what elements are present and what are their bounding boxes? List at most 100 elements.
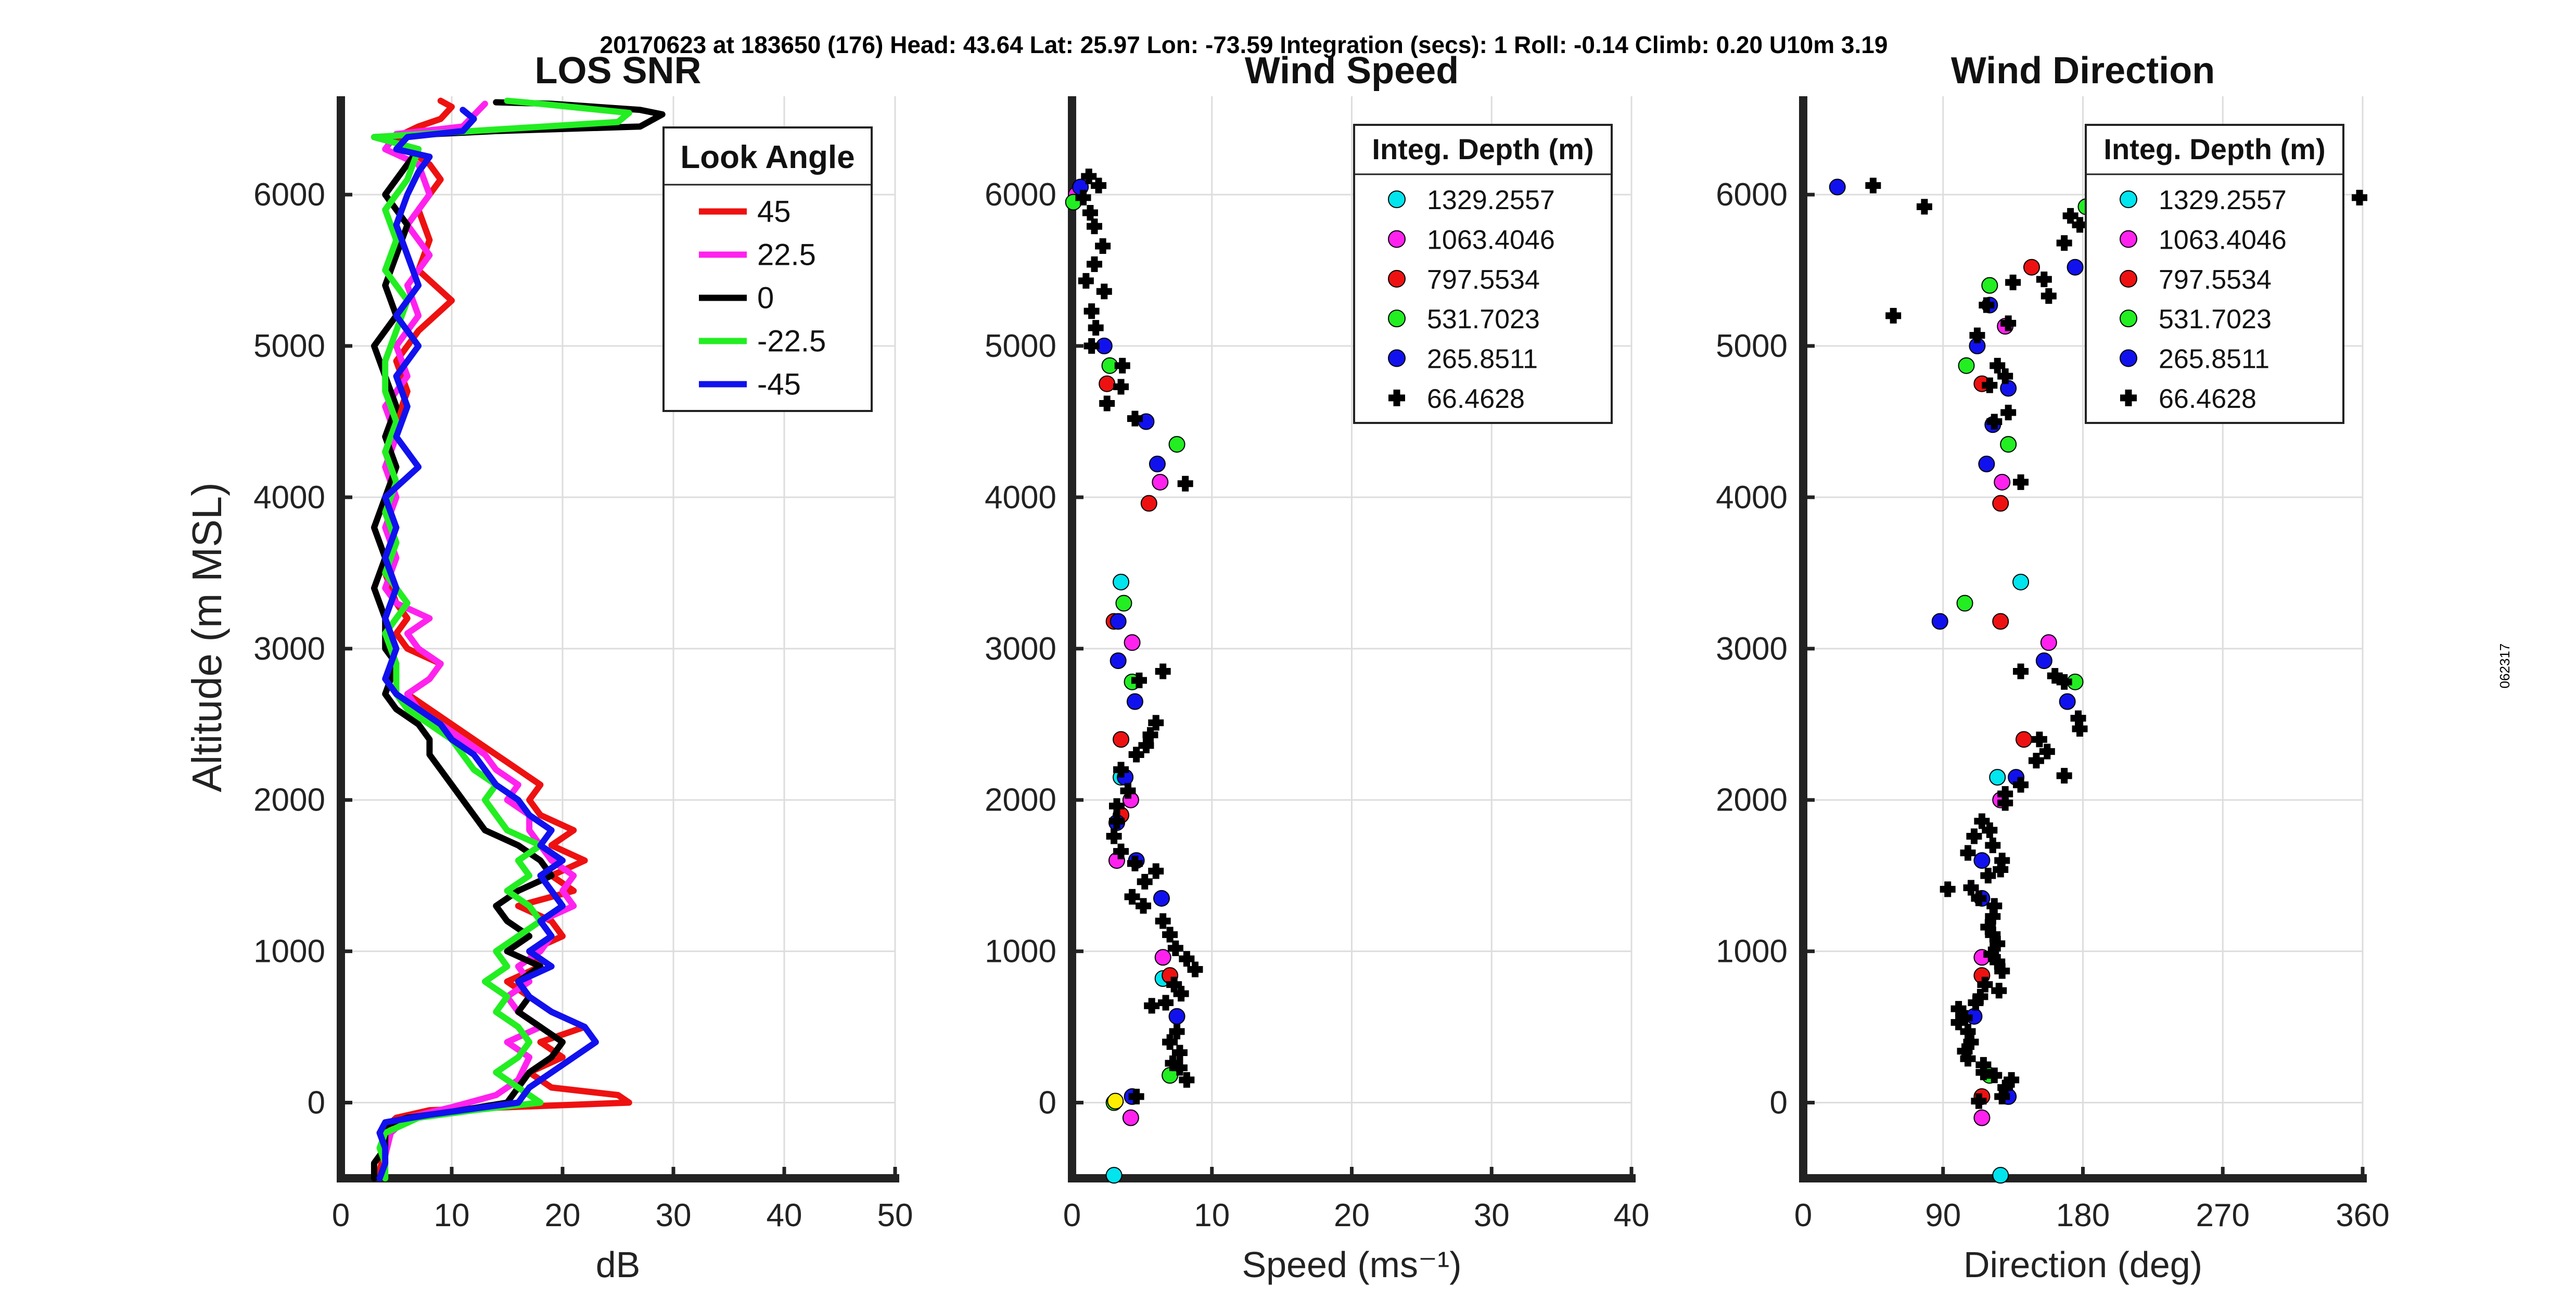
legend-marker: [1388, 349, 1406, 367]
data-point-plus: [1127, 410, 1143, 427]
data-point-plus: [1997, 795, 2013, 811]
data-point-plus: [1109, 798, 1125, 814]
data-point-plus: [1138, 738, 1154, 753]
legend-marker: [1388, 269, 1406, 288]
legend-marker-plus: [1388, 389, 1405, 406]
data-point: [1956, 595, 1973, 612]
x-tick-label: 10: [434, 1198, 470, 1233]
data-point-plus: [2013, 663, 2029, 679]
data-point-plus: [1179, 1072, 1195, 1088]
legend-label: -45: [757, 368, 801, 402]
y-tick-label: 5000: [253, 328, 325, 364]
x-axis-label: Direction (deg): [1963, 1244, 2202, 1285]
data-point: [1168, 436, 1185, 453]
legend-label: 265.8511: [1427, 344, 1538, 375]
series-line-0: [371, 99, 666, 1181]
data-point-plus: [1940, 881, 1956, 897]
data-point-plus: [1960, 1051, 1976, 1067]
y-tick-label: 6000: [1716, 177, 1788, 213]
data-point-plus: [2028, 753, 2044, 769]
panel-wind-direction: 0 90 180 270 360 0 1000 2000 3000 4000 5000 6000 Win…: [1716, 50, 2390, 1285]
data-point-plus: [2013, 474, 2029, 490]
x-tick-label: 20: [1334, 1198, 1370, 1233]
chart-title: LOS SNR: [534, 50, 701, 92]
data-point-plus: [1971, 890, 1987, 906]
legend-marker: [2120, 269, 2137, 288]
legend-label: 531.7023: [2159, 304, 2272, 335]
data-point-plus: [2000, 315, 2017, 331]
data-point-plus: [1144, 998, 1160, 1014]
data-point-plus: [1982, 822, 1998, 838]
data-point-plus: [1088, 320, 1104, 336]
data-point: [1152, 473, 1169, 491]
data-point: [2040, 634, 2057, 651]
data-point-plus: [1083, 338, 1100, 354]
data-point-plus: [1136, 898, 1152, 914]
data-point: [1992, 1167, 2009, 1184]
data-point: [1829, 178, 1846, 196]
y-axis-label: Altitude (m MSL): [184, 482, 230, 792]
panel-wind-speed: 0 10 20 30 40 0 1000 2000 3000 4000 5000 6000 Wind S…: [985, 50, 1649, 1285]
data-point-plus: [1986, 1067, 2003, 1084]
data-point-plus: [1167, 940, 1183, 956]
data-point: [1981, 277, 1998, 294]
data-point-plus: [1113, 379, 1129, 395]
data-point-plus: [1885, 307, 1902, 324]
data-point: [1149, 455, 1166, 472]
data-point-plus: [1179, 951, 1195, 967]
data-point: [2023, 259, 2040, 276]
data-point: [2000, 436, 2017, 453]
legend-title: Integ. Depth (m): [1372, 133, 1593, 165]
legend-label: 1063.4046: [1427, 225, 1555, 255]
data-point-plus: [1162, 1034, 1178, 1050]
data-point-plus: [1865, 177, 1881, 194]
data-point-plus: [1078, 273, 1094, 289]
data-point-plus: [1969, 327, 1985, 343]
data-point-plus: [1099, 395, 1115, 411]
data-point: [2067, 259, 2084, 276]
data-point: [1992, 613, 2009, 630]
data-point-plus: [1177, 475, 1193, 492]
data-point-plus: [2031, 731, 2047, 748]
series-line-45: [376, 97, 632, 1181]
data-point-plus: [1169, 1023, 1185, 1039]
data-point-plus: [1916, 199, 1932, 215]
data-point-plus: [1128, 747, 1144, 763]
x-tick-label: 180: [2056, 1198, 2110, 1233]
data-point-plus: [2041, 288, 2057, 304]
chart-title: Wind Speed: [1245, 50, 1459, 92]
data-point-plus: [1986, 414, 2003, 430]
data-point-plus: [2005, 274, 2021, 290]
series-line--22.5: [371, 97, 632, 1181]
data-point: [1153, 890, 1170, 907]
data-point-plus: [1127, 855, 1143, 871]
data-point: [1110, 652, 1127, 670]
data-point-plus: [1081, 169, 1097, 185]
data-point-plus: [1148, 715, 1164, 731]
legend-label: 797.5534: [2159, 265, 2272, 295]
data-point-plus: [1187, 961, 1203, 977]
data-point-plus: [1990, 954, 2006, 970]
data-point-plus: [1985, 838, 2001, 853]
data-point-plus: [1082, 205, 1098, 221]
data-point-plus: [1096, 284, 1112, 300]
y-tick-label: 0: [1770, 1085, 1788, 1121]
x-tick-label: 0: [332, 1198, 350, 1233]
x-tick-label: 270: [2196, 1198, 2250, 1233]
data-point-plus: [1974, 813, 1990, 829]
data-point-plus: [1091, 177, 1107, 194]
x-axis-label: Speed (ms⁻¹): [1242, 1244, 1461, 1285]
data-point: [1154, 949, 1171, 966]
legend-box: [662, 126, 873, 412]
data-point: [1110, 613, 1127, 630]
x-tick-label: 0: [1063, 1198, 1081, 1233]
legend-marker-plus: [2120, 389, 2137, 406]
data-point-plus: [1120, 783, 1136, 799]
data-point-plus: [2039, 743, 2055, 760]
data-point-plus: [1155, 663, 1171, 679]
data-point-plus: [1971, 1093, 1987, 1109]
data-point: [2016, 731, 2033, 748]
legend-label: 1329.2557: [1427, 185, 1555, 215]
data-point-plus: [1963, 1034, 1979, 1050]
